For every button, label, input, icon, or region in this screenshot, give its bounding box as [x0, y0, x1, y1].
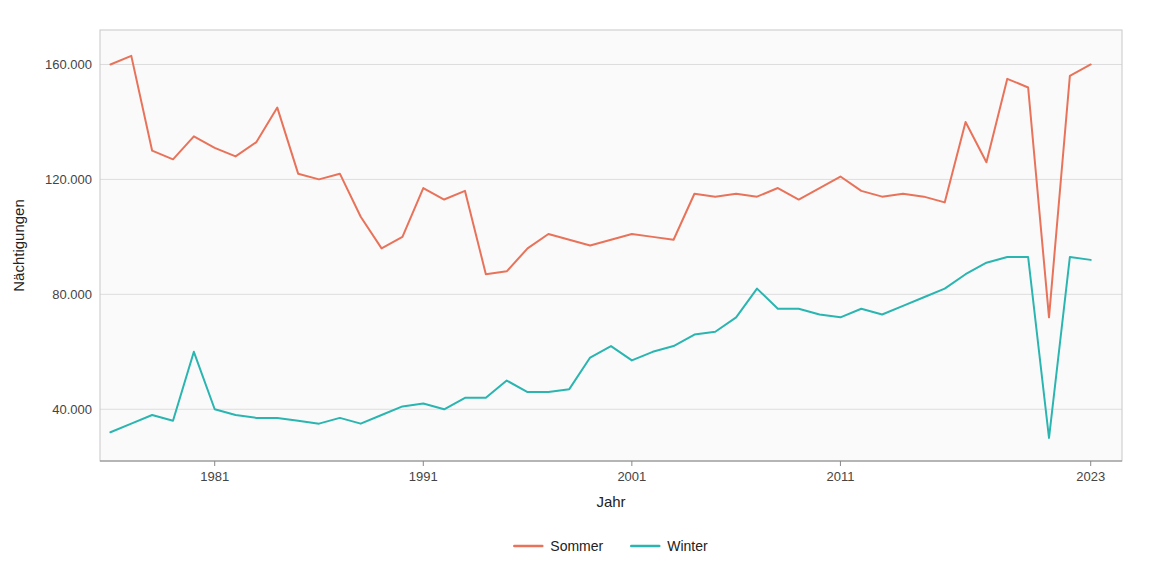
series-group: [110, 56, 1090, 438]
x-tick: [423, 461, 424, 466]
plot-frame: [100, 30, 1122, 461]
legend-swatch: [514, 545, 542, 548]
grid-line: [100, 409, 1122, 410]
x-axis-label: Jahr: [596, 493, 625, 510]
x-tick: [631, 461, 632, 466]
legend-item: Sommer: [514, 538, 603, 554]
x-tick-label: 2011: [826, 469, 854, 484]
chart: 1981 1991 2001 2011 2023 40.000 80.000 120.000 1…: [0, 0, 1152, 576]
y-tick-label: 40.000: [52, 402, 92, 417]
x-tick-label: 1981: [200, 469, 229, 484]
y-tick-label: 80.000: [52, 287, 92, 302]
series-line: [110, 257, 1090, 438]
legend-label: Sommer: [550, 538, 603, 554]
legend-item: Winter: [631, 538, 708, 554]
legend: Sommer Winter: [514, 538, 708, 554]
x-tick-label: 1991: [409, 469, 438, 484]
y-tick-label: 160.000: [45, 57, 92, 72]
series-line: [110, 56, 1090, 317]
grid-line: [100, 64, 1122, 65]
y-axis: 40.000 80.000 120.000 160.000: [45, 57, 92, 417]
x-tick-label: 2023: [1076, 469, 1105, 484]
x-tick: [840, 461, 841, 466]
y-axis-label: Nächtigungen: [10, 199, 27, 292]
x-tick: [214, 461, 215, 466]
legend-label: Winter: [667, 538, 708, 554]
y-tick-label: 120.000: [45, 172, 92, 187]
x-axis: 1981 1991 2001 2011 2023: [200, 461, 1105, 484]
page: {"chart_data": {"type": "line", "x_label…: [0, 0, 1152, 576]
x-tick-label: 2001: [617, 469, 646, 484]
x-tick: [1090, 461, 1091, 466]
plot-background: [100, 30, 1122, 461]
x-axis-line: [100, 461, 1122, 462]
legend-swatch: [631, 545, 659, 548]
grid: [100, 64, 1122, 409]
grid-line: [100, 179, 1122, 180]
grid-line: [100, 294, 1122, 295]
